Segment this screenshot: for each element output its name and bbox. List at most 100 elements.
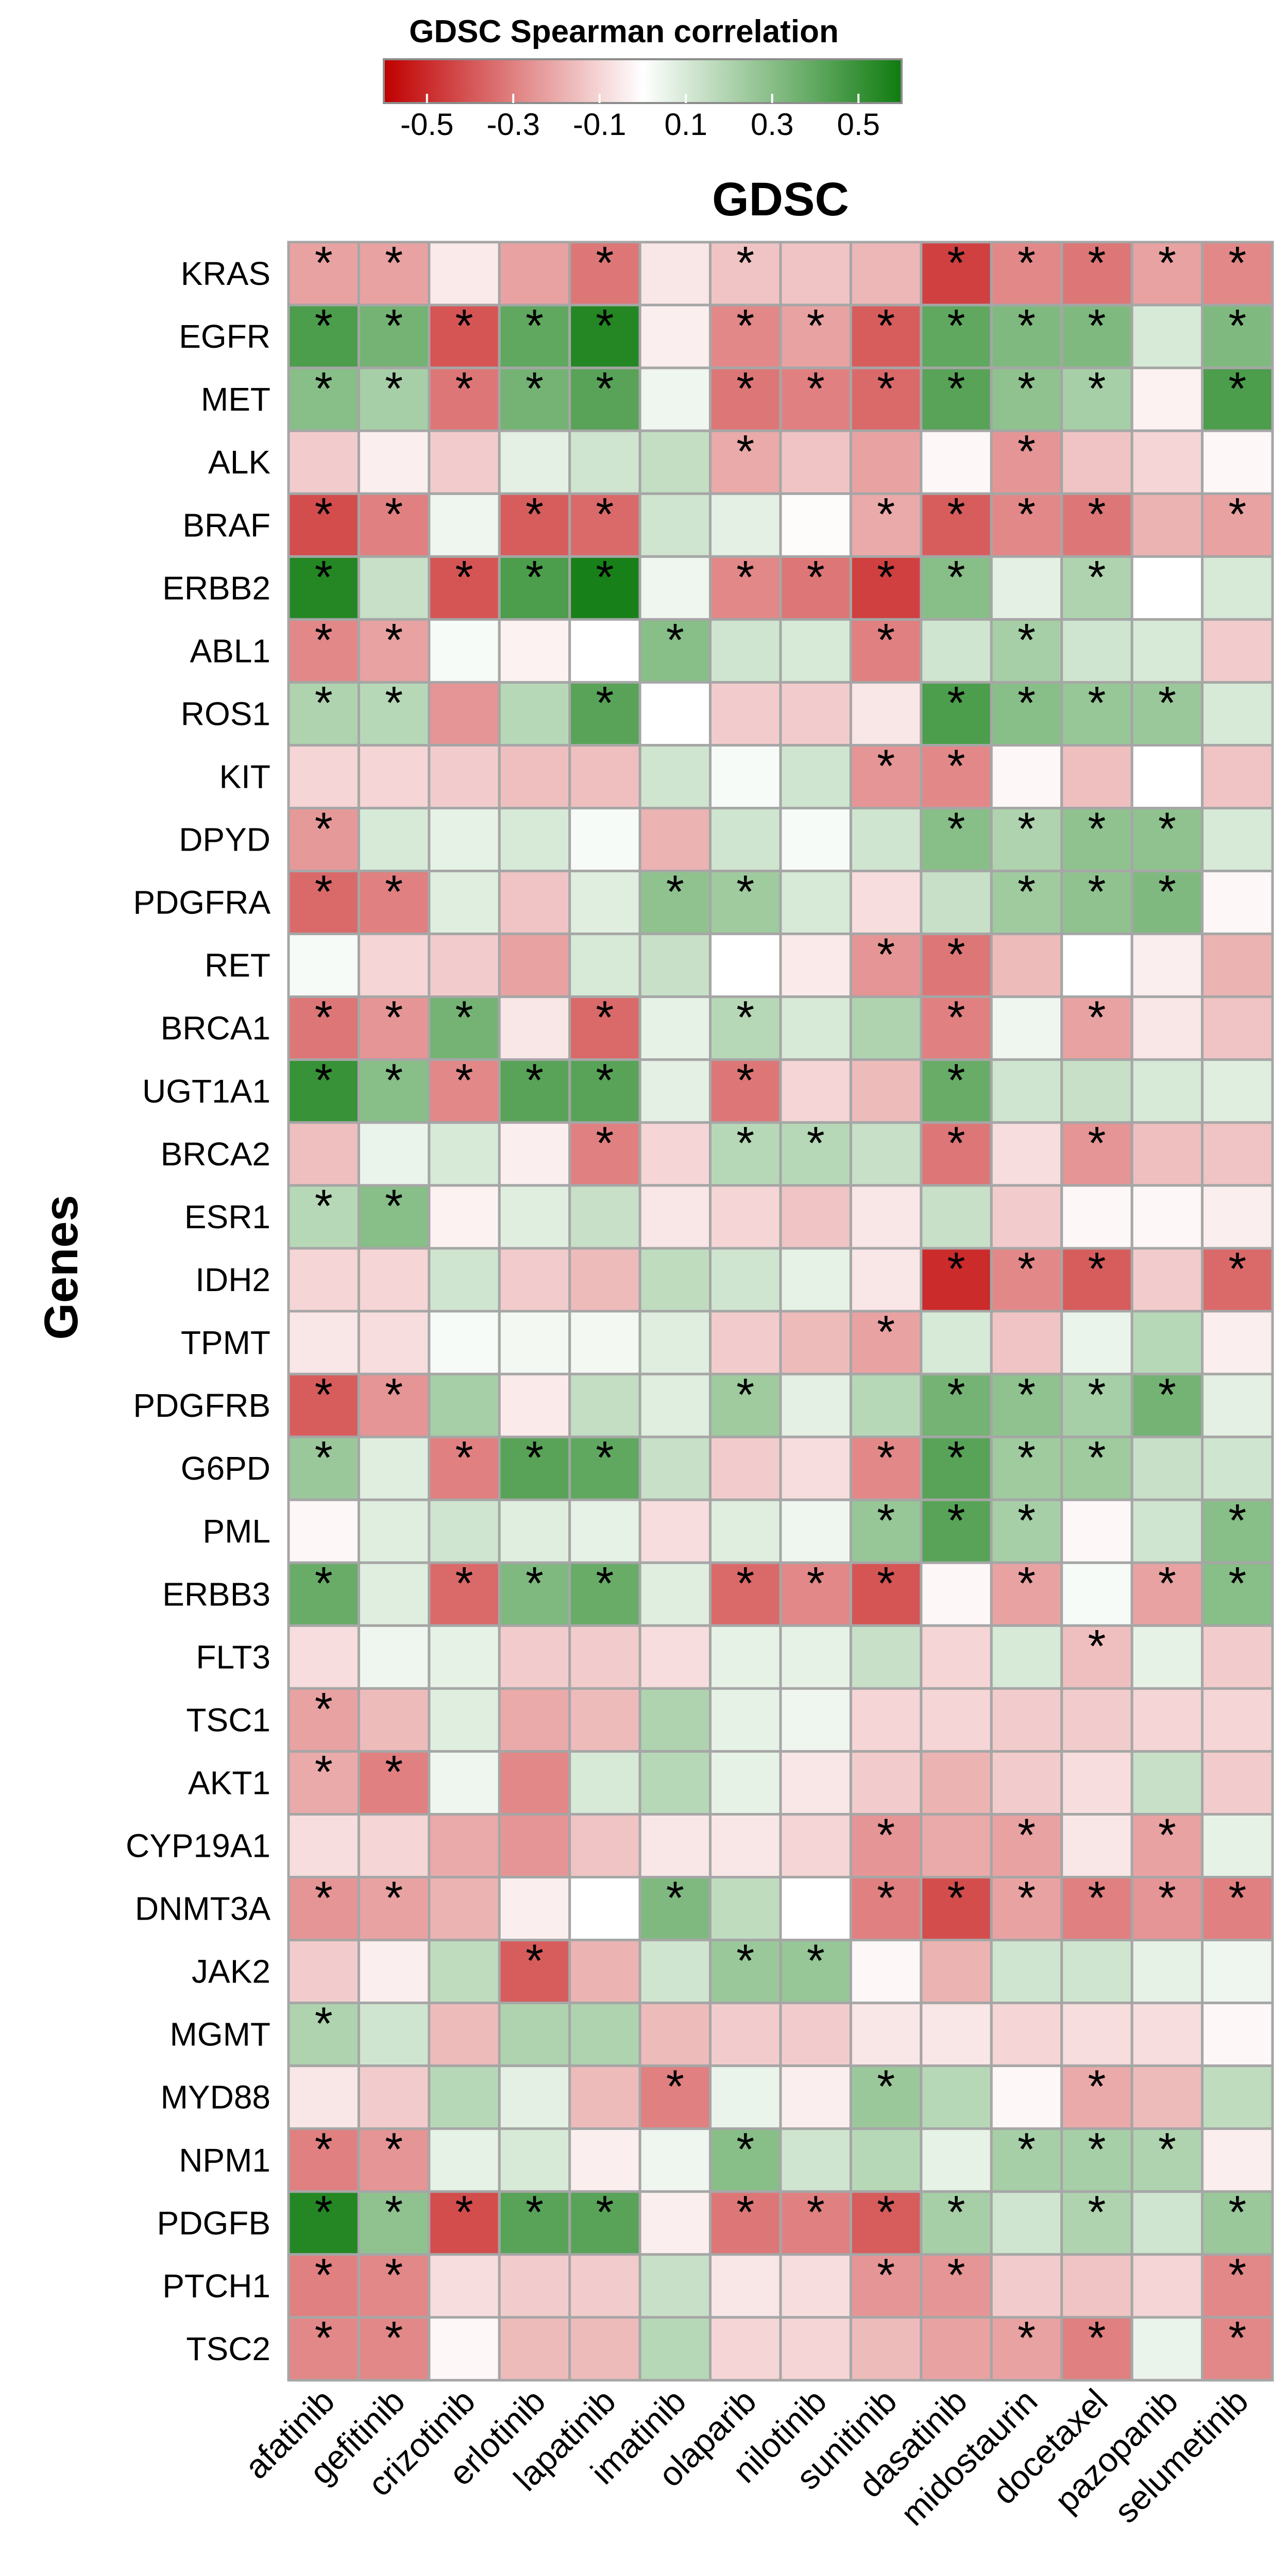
row-label: EGFR (179, 318, 270, 355)
heatmap-cell (428, 870, 501, 936)
heatmap-cell (779, 2127, 852, 2193)
heatmap-cell (638, 1687, 712, 1753)
panel-title: GDSC (712, 173, 849, 226)
heatmap-cell (849, 241, 923, 307)
heatmap-cell (779, 2253, 852, 2319)
heatmap-cell (568, 429, 641, 495)
row-label: MYD88 (161, 2079, 270, 2116)
significance-star: * (1018, 677, 1036, 729)
heatmap-cell (849, 1372, 923, 1438)
heatmap-cell (498, 870, 571, 936)
colorbar-tick-label: -0.1 (573, 107, 626, 142)
significance-star: * (385, 615, 403, 666)
heatmap-cell (779, 807, 852, 873)
significance-star: * (455, 552, 473, 603)
heatmap-cell (498, 1812, 571, 1879)
row-label: TSC1 (186, 1701, 270, 1738)
heatmap-cell (920, 2316, 993, 2382)
significance-star: * (877, 1432, 895, 1484)
heatmap-cell (920, 2002, 993, 2067)
heatmap-cell (1201, 1812, 1274, 1879)
significance-star: * (315, 1558, 333, 1609)
heatmap-cell (779, 1687, 852, 1753)
heatmap-cell (568, 1498, 641, 1564)
significance-star: * (1018, 1558, 1036, 1609)
heatmap-cell (498, 2064, 571, 2130)
heatmap-cell (498, 681, 571, 747)
row-label: CYP19A1 (126, 1827, 270, 1865)
heatmap-cell (779, 1435, 852, 1501)
row-label: ROS1 (181, 695, 270, 732)
heatmap-cell (1201, 429, 1274, 495)
significance-star: * (315, 2124, 333, 2176)
heatmap-cell (498, 2190, 571, 2256)
heatmap-cell (638, 2316, 712, 2382)
significance-star: * (1088, 1872, 1106, 1924)
row-label: MET (201, 381, 270, 418)
heatmap-cell (428, 1121, 501, 1187)
heatmap-cell (1201, 1121, 1274, 1187)
heatmap-cell (357, 1121, 431, 1187)
heatmap-cell (920, 1310, 993, 1376)
row-label: G6PD (181, 1450, 270, 1487)
significance-star: * (807, 2187, 825, 2239)
heatmap-cell (287, 429, 360, 495)
heatmap-cell (287, 241, 360, 307)
heatmap-cell (920, 1750, 993, 1816)
heatmap-cell (1060, 366, 1133, 432)
significance-star: * (455, 1432, 473, 1484)
heatmap-cell (920, 1561, 993, 1627)
significance-star: * (947, 929, 965, 980)
heatmap-cell (920, 2064, 993, 2130)
heatmap-cell (568, 303, 641, 369)
heatmap-cell (920, 2190, 993, 2256)
heatmap-cell (498, 2316, 571, 2382)
heatmap-cell (638, 743, 712, 810)
heatmap-cell (709, 933, 782, 998)
heatmap-cell (1201, 1310, 1274, 1376)
significance-star: * (385, 1181, 403, 1232)
heatmap-cell (428, 2253, 501, 2319)
row-label: ESR1 (184, 1198, 270, 1235)
heatmap-cell (990, 555, 1063, 621)
significance-star: * (385, 2250, 403, 2301)
significance-star: * (736, 1055, 754, 1107)
significance-star: * (1228, 1558, 1246, 1609)
significance-star: * (1088, 552, 1106, 603)
significance-star: * (315, 2313, 333, 2364)
heatmap-cell (357, 2127, 431, 2193)
significance-star: * (736, 992, 754, 1044)
heatmap-cell (638, 555, 712, 621)
heatmap-cell (498, 1310, 571, 1376)
significance-star: * (526, 1055, 544, 1107)
heatmap-cell (779, 2064, 852, 2130)
heatmap-cell (1130, 1687, 1204, 1753)
significance-star: * (1228, 2250, 1246, 2301)
heatmap-cell (638, 2127, 712, 2193)
heatmap-cell (568, 1939, 641, 2005)
significance-star: * (315, 1369, 333, 1421)
heatmap-cell (849, 1687, 923, 1753)
significance-star: * (1018, 1872, 1036, 1924)
heatmap-cell (990, 303, 1063, 369)
significance-star: * (1228, 2313, 1246, 2364)
heatmap-cell (287, 2253, 360, 2319)
heatmap-cell (357, 1498, 431, 1564)
heatmap-cell (709, 1876, 782, 1942)
significance-star: * (947, 2250, 965, 2301)
heatmap-cell (849, 2127, 923, 2193)
heatmap-cell (498, 1121, 571, 1187)
heatmap-cell (638, 366, 712, 432)
heatmap-cell (287, 1247, 360, 1313)
heatmap-cell (428, 933, 501, 998)
heatmap-cell (638, 1435, 712, 1501)
heatmap-cell (357, 933, 431, 998)
significance-star: * (526, 489, 544, 540)
heatmap-cell (287, 1561, 360, 1627)
colorbar-title: GDSC Spearman correlation (409, 14, 839, 49)
heatmap-cell (990, 2127, 1063, 2193)
heatmap-cell (357, 2064, 431, 2130)
heatmap-cell (638, 1247, 712, 1313)
heatmap-cell (638, 807, 712, 873)
